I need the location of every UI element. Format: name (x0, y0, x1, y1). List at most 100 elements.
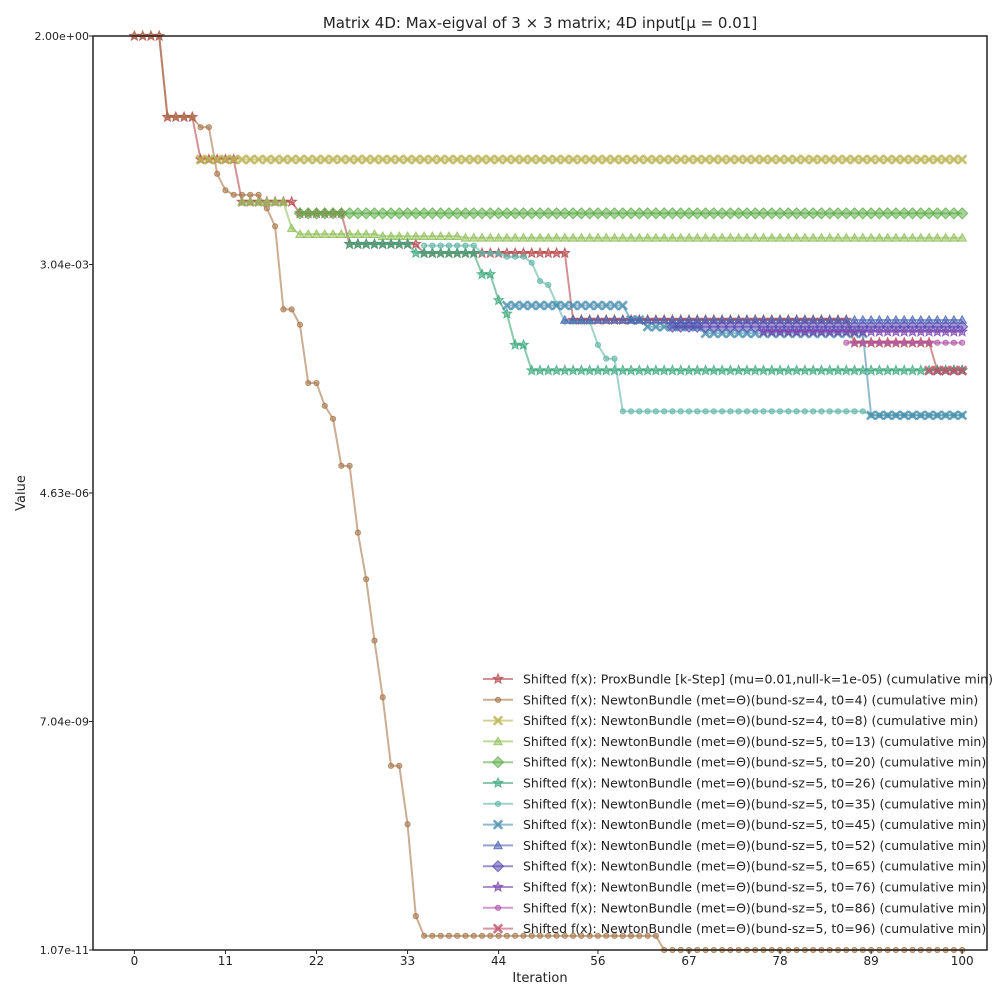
data-point (369, 228, 380, 239)
data-point (700, 154, 711, 165)
data-point (694, 408, 701, 415)
data-point (318, 207, 331, 220)
data-point (948, 410, 960, 421)
data-point (336, 228, 347, 239)
legend-item-3: Shifted f(x): NewtonBundle (met=Θ)(bund-… (483, 713, 978, 728)
data-point (625, 154, 637, 165)
data-point (543, 300, 554, 311)
data-point (725, 328, 736, 339)
data-point (319, 228, 330, 239)
data-point (644, 932, 651, 939)
data-point (512, 932, 519, 939)
data-point (526, 232, 537, 242)
data-point (468, 232, 479, 242)
data-point (351, 207, 365, 220)
data-point (666, 320, 679, 333)
data-point (470, 242, 477, 249)
data-point (611, 932, 618, 939)
data-point (485, 232, 496, 242)
data-point (633, 207, 646, 220)
data-point (617, 300, 628, 311)
data-point (939, 207, 952, 220)
data-point (384, 207, 398, 220)
data-point (750, 154, 761, 165)
data-point (542, 207, 555, 220)
data-point (783, 154, 794, 165)
data-point (644, 408, 651, 415)
data-point (401, 237, 414, 250)
data-point (303, 228, 314, 239)
data-point (500, 307, 513, 319)
data-point (636, 408, 643, 415)
legend-label: Shifted f(x): NewtonBundle (met=Θ)(bund-… (523, 776, 986, 791)
data-point (750, 328, 761, 339)
data-point (427, 154, 438, 165)
data-point (468, 154, 479, 165)
y-axis-label: Value (14, 475, 29, 511)
data-point (592, 154, 604, 165)
legend-label: Shifted f(x): NewtonBundle (met=Θ)(bund-… (523, 755, 986, 770)
data-point (733, 154, 744, 165)
data-point (510, 154, 521, 165)
data-point (584, 232, 595, 242)
data-point (624, 207, 638, 220)
data-point (608, 207, 621, 220)
data-point (758, 154, 769, 165)
series-11 (757, 325, 969, 337)
data-point (603, 355, 610, 362)
data-point (462, 932, 469, 939)
legend-marker (491, 859, 505, 873)
data-point (534, 300, 546, 311)
data-point (594, 932, 602, 939)
data-point (874, 154, 885, 165)
data-point (843, 408, 850, 415)
data-point (586, 932, 593, 939)
legend-item-10: Shifted f(x): NewtonBundle (met=Θ)(bund-… (483, 859, 986, 874)
data-point (558, 246, 571, 259)
legend-item-2: Shifted f(x): NewtonBundle (met=Θ)(bund-… (483, 692, 978, 707)
data-point (609, 314, 620, 324)
data-point (832, 154, 844, 165)
data-point (427, 230, 438, 241)
data-point (558, 207, 572, 220)
data-point (674, 207, 687, 220)
data-point (691, 207, 704, 220)
data-point (288, 306, 295, 313)
legend-item-12: Shifted f(x): NewtonBundle (met=Θ)(bund-… (483, 900, 986, 915)
data-point (652, 932, 659, 939)
data-point (806, 207, 820, 220)
data-point (899, 410, 910, 421)
data-point (545, 281, 552, 289)
data-point (740, 320, 754, 333)
data-point (898, 207, 911, 220)
data-point (377, 154, 388, 165)
data-point (682, 320, 696, 333)
data-point (674, 320, 687, 333)
data-point (478, 250, 486, 257)
data-point (859, 408, 866, 415)
data-point (510, 300, 521, 311)
data-point (402, 154, 413, 165)
data-point (518, 300, 529, 311)
data-point (750, 232, 761, 242)
data-point (578, 932, 585, 939)
data-point (743, 408, 751, 415)
data-point (892, 339, 900, 346)
data-point (702, 408, 709, 415)
data-point (393, 207, 406, 220)
data-point (917, 339, 924, 346)
data-point (445, 242, 453, 249)
data-point (868, 339, 875, 346)
data-point (379, 694, 386, 701)
data-point (950, 339, 957, 346)
data-point (641, 207, 654, 220)
data-point (584, 300, 595, 311)
data-point (626, 314, 637, 324)
data-point (666, 207, 679, 220)
data-point (454, 242, 461, 249)
data-point (856, 207, 870, 220)
data-point (536, 277, 544, 285)
data-point (799, 154, 811, 165)
x-tick-label: 67 (681, 954, 696, 968)
data-point (667, 232, 678, 242)
